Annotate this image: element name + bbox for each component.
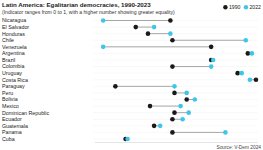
row-guide [93,99,258,100]
row-guide [93,27,258,28]
dot-circle [152,124,157,129]
dot-circle [254,77,259,82]
row-guide [93,79,258,80]
dot-circle [133,25,138,30]
connector [103,20,170,21]
category-label: Honduras [2,31,25,37]
connector [103,46,211,47]
legend-label: 2022 [249,4,261,10]
category-label: El Salvador [2,24,29,30]
category-label: Panama [2,129,22,135]
dot-circle [223,130,228,135]
dot-circle [235,71,240,76]
category-label: Venezuela [2,44,27,50]
category-label: Cuba [2,136,15,142]
dot-circle [170,117,175,122]
category-label: Argentina [2,50,25,56]
dot-circle [184,97,189,102]
dot-circle [193,97,198,102]
dot-circle [172,91,177,96]
title: Latin America: Egalitarian democracies, … [2,1,151,8]
dot-circle [113,84,118,89]
chart: Latin America: Egalitarian democracies, … [0,0,263,150]
row-guide [93,73,258,74]
dot-circle [243,38,248,43]
dot-circle [170,64,175,69]
connector [150,106,181,107]
category-label: Paraguay [2,83,25,89]
source: Source: V-Dem 2024 [216,145,261,150]
category-label: Nicaragua [2,17,26,23]
dot-circle [180,117,185,122]
category-label: Colombia [2,63,24,69]
legend-label: 1990 [229,4,241,10]
dot-circle [170,130,175,135]
dot-circle [148,104,153,109]
dot-circle [158,124,163,129]
category-label: Dominican Republic [2,110,49,116]
category-label: Peru [2,90,13,96]
category-label: Bolivia [2,96,18,102]
dot-circle [101,45,106,50]
dot-circle [184,91,189,96]
category-label: Ecuador [2,116,22,122]
row-guide [93,106,258,107]
row-guide [93,46,258,47]
dot-circle [211,58,216,63]
connector [172,132,225,133]
connector [136,27,154,28]
x-axis-line [95,142,258,143]
dot-circle [239,71,244,76]
connector [172,66,211,67]
row-guide [93,125,258,126]
legend-marker [223,5,227,9]
dot-circle [209,45,214,50]
dot-circle [246,51,251,56]
dot-circle [172,84,177,89]
row-guide [93,139,258,140]
dot-circle [152,25,157,30]
row-guide [93,33,258,34]
subtitle: (Indicator ranges from 0 to 1, with a hi… [2,9,175,15]
category-label: Costa Rica [2,77,28,83]
category-label: Guatemala [2,123,28,129]
category-label: Mexico [2,103,19,109]
dot-circle [170,38,175,43]
dot-circle [248,77,253,82]
dot-circle [168,31,173,36]
legend-marker [244,5,248,9]
dot-circle [125,137,130,142]
dot-circle [178,104,183,109]
row-guide [93,60,258,61]
dot-circle [186,110,191,115]
dot-circle [101,18,106,23]
connector [115,86,174,87]
category-label: Uruguay [2,70,22,76]
row-guide [93,53,258,54]
dot-circle [209,64,214,69]
row-guide [93,132,258,133]
row-guide [93,40,258,41]
dot-circle [172,110,177,115]
plot-area [101,18,258,141]
row-guide [93,119,258,120]
row-guide [93,20,258,21]
dot-circle [250,51,255,56]
connector [148,33,170,34]
connector [172,40,245,41]
row-guide [93,66,258,67]
category-label: Brazil [2,57,15,63]
category-label: Chile [2,37,14,43]
dot-circle [146,31,151,36]
dot-circle [168,18,173,23]
